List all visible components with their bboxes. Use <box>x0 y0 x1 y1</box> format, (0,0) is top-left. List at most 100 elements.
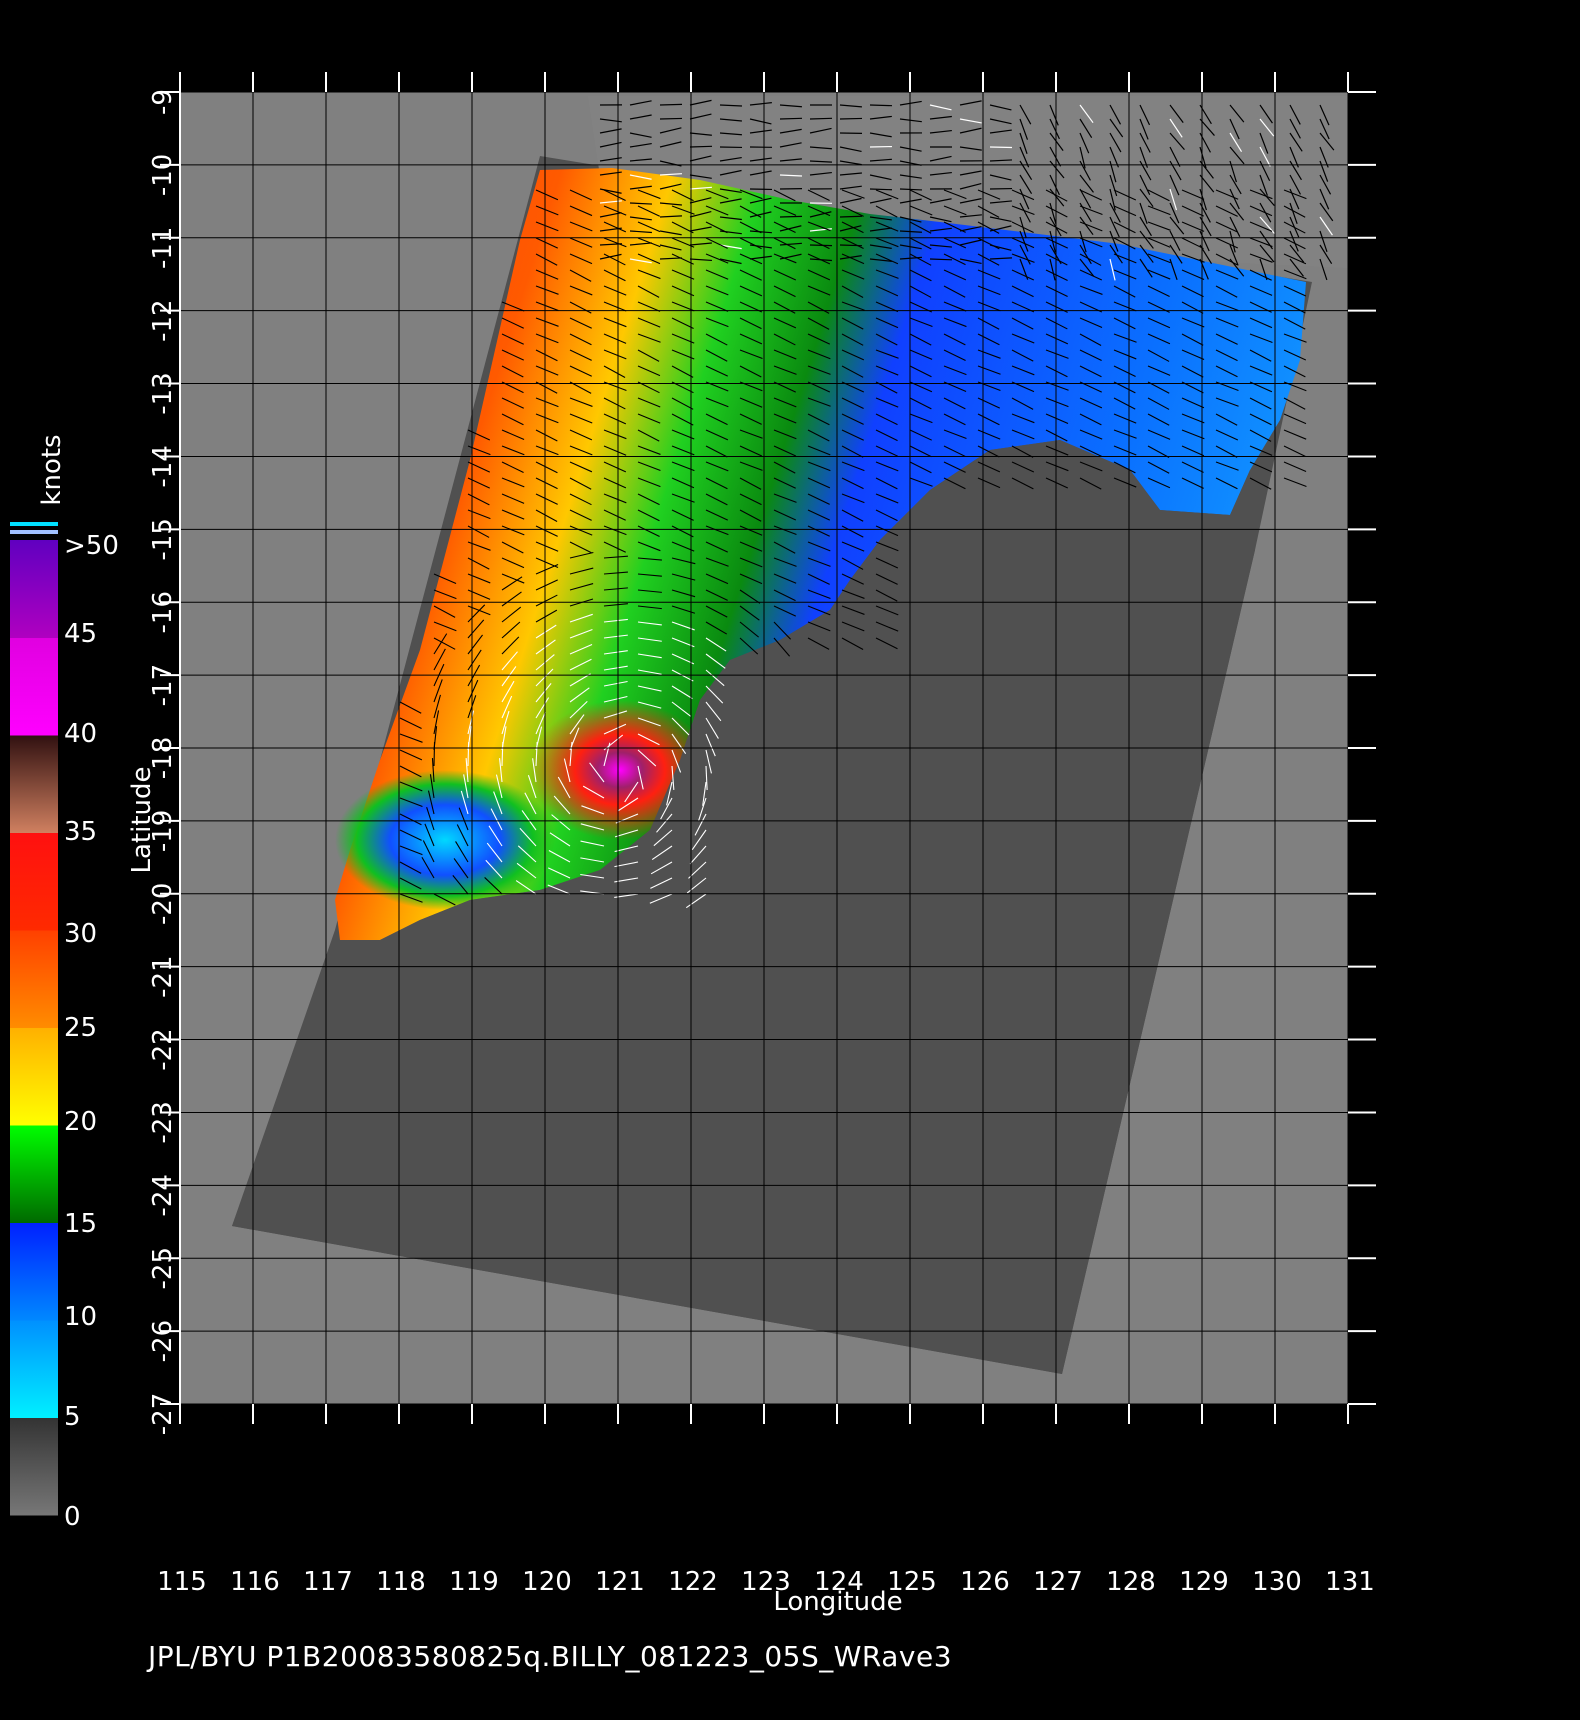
wind-barb <box>773 349 797 360</box>
wind-barb <box>1215 461 1239 471</box>
wind-barb <box>603 285 627 296</box>
wind-barb <box>580 823 605 831</box>
wind-barb <box>524 792 537 815</box>
wind-barb <box>1169 230 1181 251</box>
wind-barb <box>1181 429 1205 440</box>
wind-barb <box>499 758 503 783</box>
wind-barb <box>535 525 558 537</box>
wind-barb <box>1259 258 1268 281</box>
wind-barb <box>1259 174 1268 196</box>
wind-barb <box>977 269 1001 280</box>
wind-barb <box>629 100 652 106</box>
wind-barb <box>659 173 682 176</box>
wind-barb <box>1319 216 1333 236</box>
wind-barb <box>569 742 573 767</box>
wind-barb <box>807 621 831 632</box>
wind-barb <box>899 174 922 179</box>
wind-barb <box>1147 253 1171 264</box>
wind-barb <box>569 365 592 377</box>
wind-barb <box>773 525 797 535</box>
wind-barb <box>399 813 422 826</box>
wind-barb <box>1319 244 1333 264</box>
wind-barb <box>1229 174 1242 195</box>
wind-barb <box>689 99 712 106</box>
wind-barb <box>1169 174 1180 196</box>
wind-barb <box>637 669 662 675</box>
wind-barb <box>1139 244 1154 263</box>
wind-barb <box>569 687 590 703</box>
wind-barb <box>547 867 571 879</box>
wind-barb <box>1147 445 1170 458</box>
wind-barb <box>1113 317 1136 330</box>
wind-barb <box>739 621 759 638</box>
wind-barb <box>1019 146 1030 168</box>
wind-barb <box>869 244 892 249</box>
colorbar-band <box>10 1320 58 1418</box>
wind-barb <box>705 765 708 790</box>
wind-barb <box>689 155 712 162</box>
wind-barb <box>739 253 763 265</box>
wind-barb <box>433 893 456 906</box>
wind-barb <box>424 823 435 847</box>
wind-barb <box>1011 429 1035 440</box>
wind-barb <box>909 333 932 346</box>
wind-barb <box>739 269 762 281</box>
wind-barb <box>501 317 524 329</box>
colorbar-band <box>10 832 58 931</box>
wind-barb <box>535 301 559 312</box>
wind-barb <box>943 285 966 298</box>
wind-barb <box>705 653 726 669</box>
wind-barb <box>1011 237 1035 249</box>
wind-barb <box>739 493 762 506</box>
wind-barb <box>779 117 803 120</box>
wind-barb <box>1045 461 1069 472</box>
wind-barb <box>1181 221 1205 232</box>
wind-barb <box>689 145 713 148</box>
colorbar-band <box>10 1125 58 1223</box>
wind-barb <box>875 429 898 442</box>
wind-barb <box>705 301 729 312</box>
wind-barb <box>841 205 864 217</box>
wind-barb <box>909 237 932 250</box>
wind-barb <box>603 665 628 671</box>
wind-barb <box>1169 202 1180 224</box>
wind-barb <box>603 253 626 266</box>
wind-barb <box>1079 118 1093 138</box>
wind-barb <box>1283 461 1307 472</box>
wind-barb <box>899 188 923 191</box>
wind-barb <box>666 781 673 806</box>
wind-barb <box>1249 461 1273 473</box>
wind-barb <box>739 557 763 568</box>
wind-barb <box>637 477 661 488</box>
wind-barb <box>929 104 952 111</box>
wind-barb <box>807 573 830 585</box>
wind-barb <box>839 225 862 232</box>
wind-barb <box>467 634 483 655</box>
wind-barb <box>1109 104 1122 125</box>
wind-barb <box>773 285 796 298</box>
colorbar-label: 10 <box>64 1302 97 1332</box>
wind-barb <box>637 461 661 472</box>
wind-barb <box>1113 269 1137 280</box>
wind-barb <box>1181 189 1205 200</box>
wind-barb <box>739 429 763 439</box>
wind-barb <box>486 842 503 863</box>
wind-barb <box>1079 205 1103 215</box>
wind-barb <box>1079 285 1103 295</box>
wind-barb <box>1289 104 1301 125</box>
wind-barb <box>909 221 932 234</box>
wind-barb <box>671 365 694 378</box>
wind-barb <box>1049 174 1060 196</box>
wind-barb <box>875 349 899 359</box>
colorbar-band <box>10 735 58 833</box>
wind-barb <box>433 589 457 600</box>
wind-barb <box>773 205 797 216</box>
wind-barb <box>839 185 862 190</box>
wind-barb <box>1019 160 1033 181</box>
wind-barb <box>629 185 652 190</box>
wind-barb <box>637 349 660 362</box>
wind-barb <box>1259 104 1273 124</box>
wind-barb <box>456 824 469 847</box>
wind-barb <box>1319 174 1332 195</box>
wind-barb <box>779 104 802 108</box>
